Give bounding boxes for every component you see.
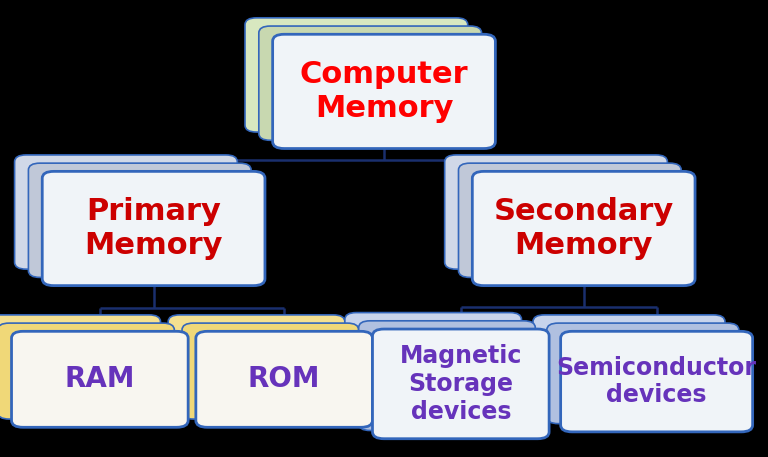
- FancyBboxPatch shape: [168, 315, 345, 411]
- Text: RAM: RAM: [65, 365, 135, 393]
- Text: ROM: ROM: [248, 365, 320, 393]
- FancyBboxPatch shape: [445, 155, 667, 269]
- Text: Secondary
Memory: Secondary Memory: [494, 197, 674, 260]
- Text: Magnetic
Storage
devices: Magnetic Storage devices: [399, 344, 522, 424]
- Text: Computer
Memory: Computer Memory: [300, 60, 468, 122]
- FancyBboxPatch shape: [42, 171, 265, 286]
- FancyBboxPatch shape: [245, 18, 468, 132]
- FancyBboxPatch shape: [0, 323, 174, 419]
- FancyBboxPatch shape: [345, 313, 521, 422]
- FancyBboxPatch shape: [547, 323, 739, 424]
- Text: Primary
Memory: Primary Memory: [84, 197, 223, 260]
- FancyBboxPatch shape: [273, 34, 495, 149]
- FancyBboxPatch shape: [0, 315, 161, 411]
- FancyBboxPatch shape: [561, 331, 753, 432]
- FancyBboxPatch shape: [196, 331, 372, 427]
- FancyBboxPatch shape: [259, 26, 482, 140]
- FancyBboxPatch shape: [359, 321, 535, 430]
- FancyBboxPatch shape: [533, 315, 725, 415]
- Text: Semiconductor
devices: Semiconductor devices: [557, 356, 756, 408]
- FancyBboxPatch shape: [12, 331, 188, 427]
- FancyBboxPatch shape: [28, 163, 251, 277]
- FancyBboxPatch shape: [15, 155, 237, 269]
- FancyBboxPatch shape: [372, 329, 549, 439]
- FancyBboxPatch shape: [458, 163, 681, 277]
- FancyBboxPatch shape: [182, 323, 359, 419]
- FancyBboxPatch shape: [472, 171, 695, 286]
